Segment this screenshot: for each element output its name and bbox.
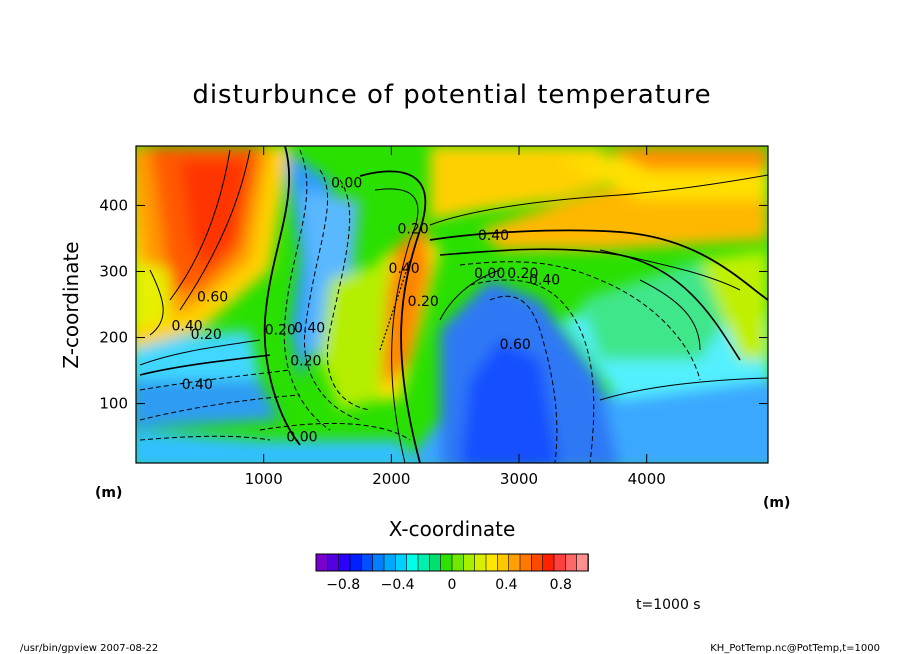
colorbar-swatch (417, 553, 431, 572)
colorbar-swatch (485, 553, 499, 572)
x-tick-label: 4000 (628, 470, 666, 488)
y-axis-label: Z-coordinate (59, 241, 83, 368)
colorbar-frame (315, 553, 589, 572)
colorbar-swatch (429, 553, 442, 572)
colorbar-swatch (565, 553, 578, 572)
contour-lines (139, 146, 768, 463)
contour-label: 0.60 (500, 337, 531, 353)
contour-label: 0.40 (171, 319, 202, 335)
contour-label: 0.40 (389, 261, 420, 277)
time-label: t=1000 s (636, 597, 701, 613)
footer-right: KH_PotTemp.nc@PotTemp,t=1000 (710, 643, 880, 654)
heatmap-field (136, 146, 768, 463)
colorbar-swatch (497, 553, 510, 572)
colorbar-tick-label: 0 (448, 577, 457, 593)
contour-label: 0.00 (474, 266, 505, 282)
contour-label: 0.20 (507, 266, 538, 282)
colorbar-swatch (327, 553, 340, 572)
contour-label: 0.20 (397, 222, 428, 238)
colorbar-swatch (576, 553, 589, 572)
contour-label: 0.40 (529, 272, 560, 288)
x-axis-label: X-coordinate (389, 517, 516, 541)
y-tick-label: 300 (99, 262, 128, 280)
contour-label: 0.00 (286, 430, 317, 446)
colorbar (315, 553, 589, 572)
colorbar-swatch (519, 553, 533, 572)
contour-label: 0.20 (265, 323, 296, 339)
colorbar-swatch (372, 553, 385, 572)
colorbar-swatch (451, 553, 465, 572)
chart-title: disturbunce of potential temperature (192, 80, 711, 110)
heatmap-area: 0.000.200.400.400.200.00 0.200.400.600.40… (136, 146, 768, 463)
contour-label: 0.40 (182, 377, 213, 393)
contour-label: 0.20 (191, 327, 222, 343)
colorbar-swatch (315, 553, 329, 572)
plot-frame (135, 145, 769, 464)
x-tick-label: 3000 (500, 470, 538, 488)
colorbar-swatch (463, 553, 476, 572)
contour-label-group: 0.000.200.400.400.200.00 0.200.400.600.40… (171, 175, 560, 445)
contour-label: 0.40 (294, 321, 325, 337)
contour-label: 0.40 (478, 228, 509, 244)
colorbar-swatch (349, 553, 363, 572)
x-tick-label: 1000 (245, 470, 283, 488)
colorbar-swatch (508, 553, 521, 572)
colorbar-tick-label: −0.4 (381, 577, 415, 593)
y-axis: 100 200 300 400 (99, 196, 768, 413)
colorbar-tick-label: 0.8 (550, 577, 572, 593)
colorbar-tick-label: −0.8 (326, 577, 360, 593)
contour-label: 0.60 (197, 290, 228, 306)
colorbar-swatch (542, 553, 555, 572)
colorbar-tick-label: 0.4 (495, 577, 517, 593)
y-tick-label: 200 (99, 329, 128, 347)
colorbar-swatch (361, 553, 374, 572)
y-tick-label: 100 (99, 395, 128, 413)
y-unit-label: (m) (95, 485, 122, 501)
colorbar-swatch (395, 553, 408, 572)
x-unit-label: (m) (763, 495, 790, 511)
colorbar-swatch (474, 553, 487, 572)
footer-left: /usr/bin/gpview 2007-08-22 (20, 643, 158, 654)
colorbar-swatch (406, 553, 419, 572)
colorbar-swatch (338, 553, 351, 572)
colorbar-ticks: −0.8 −0.4 0 0.4 0.8 (326, 577, 572, 593)
colorbar-swatch (531, 553, 544, 572)
colorbar-swatch (440, 553, 453, 572)
contour-label: 0.20 (408, 294, 439, 310)
y-tick-label: 400 (99, 196, 128, 214)
contour-label: 0.00 (331, 175, 362, 191)
colorbar-swatch (553, 553, 567, 572)
x-tick-label: 2000 (372, 470, 410, 488)
contour-label: 0.20 (290, 354, 321, 370)
colorbar-swatch (383, 553, 397, 572)
x-axis: 1000 2000 3000 4000 (245, 146, 666, 488)
